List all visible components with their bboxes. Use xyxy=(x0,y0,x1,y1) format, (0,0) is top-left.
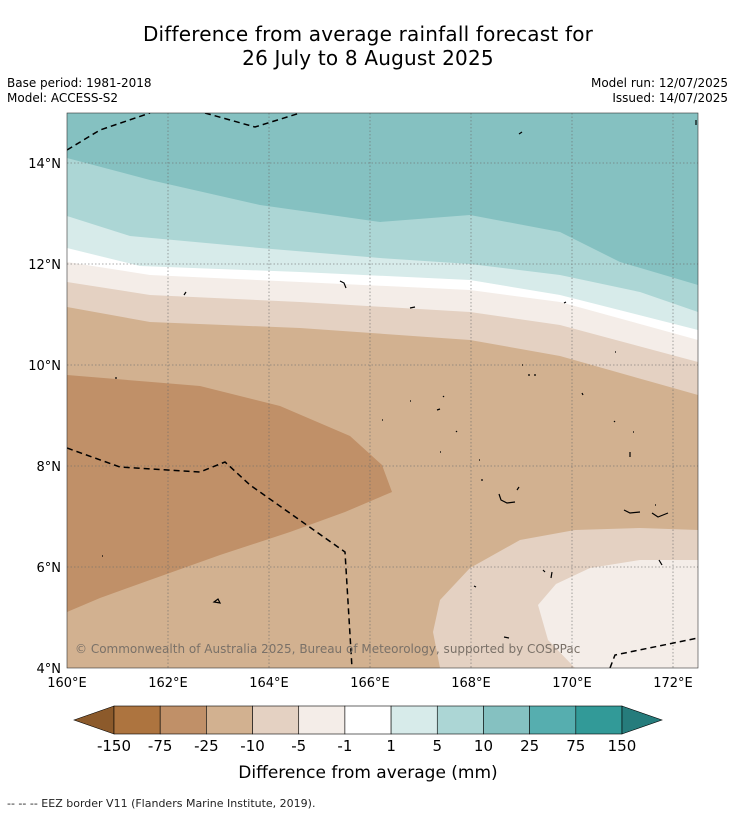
copyright-notice: © Commonwealth of Australia 2025, Bureau… xyxy=(75,642,580,656)
model-run: Model run: 12/07/2025 xyxy=(590,76,728,90)
y-tick-label: 12°N xyxy=(28,258,61,273)
colorbar-segment xyxy=(529,705,577,735)
x-axis-labels: 160°E 162°E 164°E 166°E 168°E 170°E 172°… xyxy=(47,676,693,691)
colorbar-title: Difference from average (mm) xyxy=(238,763,497,783)
title-line-2: 26 July to 8 August 2025 xyxy=(242,46,494,70)
colorbar-label: 150 xyxy=(608,737,637,755)
eez-footnote: -- -- -- EEZ border V11 (Flanders Marine… xyxy=(7,797,316,810)
islands xyxy=(102,120,697,639)
colorbar-left-arrow xyxy=(73,705,115,735)
x-tick-label: 164°E xyxy=(249,676,289,691)
colorbar-label: -5 xyxy=(291,737,306,755)
y-tick-label: 10°N xyxy=(28,359,61,374)
title-line-1: Difference from average rainfall forecas… xyxy=(142,22,594,46)
y-axis-labels: 4°N 6°N 8°N 10°N 12°N 14°N xyxy=(28,157,61,677)
colorbar-label: 1 xyxy=(386,737,396,755)
x-tick-label: 160°E xyxy=(47,676,87,691)
meta-left: Base period: 1981-2018 Model: ACCESS-S2 xyxy=(7,76,152,106)
colorbar-label: 25 xyxy=(520,737,539,755)
colorbar-right-arrow xyxy=(621,705,663,735)
colorbar: -150 -75 -25 -10 -5 -1 1 5 10 25 75 150 Difference … xyxy=(73,705,663,783)
region-brown-25-75 xyxy=(67,375,392,612)
colorbar-segment xyxy=(113,705,161,735)
x-tick-label: 166°E xyxy=(350,676,390,691)
colorbar-label: -25 xyxy=(194,737,219,755)
colorbar-segments xyxy=(113,705,623,735)
colorbar-segment xyxy=(390,705,438,735)
map-title: Difference from average rainfall forecas… xyxy=(0,22,736,70)
colorbar-segment xyxy=(344,705,392,735)
colorbar-segment xyxy=(575,705,623,735)
region-southeast-lightest xyxy=(538,560,698,668)
x-tick-label: 170°E xyxy=(552,676,592,691)
colorbar-segment xyxy=(159,705,207,735)
colorbar-label: -150 xyxy=(97,737,131,755)
base-period: Base period: 1981-2018 xyxy=(7,76,152,90)
colorbar-label: 10 xyxy=(474,737,493,755)
y-tick-label: 14°N xyxy=(28,157,61,172)
colorbar-labels: -150 -75 -25 -10 -5 -1 1 5 10 25 75 150 xyxy=(97,737,636,755)
colorbar-label: -1 xyxy=(337,737,352,755)
x-tick-label: 162°E xyxy=(148,676,188,691)
x-tick-label: 168°E xyxy=(451,676,491,691)
colorbar-segment xyxy=(436,705,484,735)
colorbar-segment xyxy=(298,705,346,735)
colorbar-label: -10 xyxy=(240,737,265,755)
y-tick-label: 4°N xyxy=(37,662,62,677)
y-tick-label: 8°N xyxy=(37,460,62,475)
colorbar-label: 75 xyxy=(566,737,585,755)
issued-date: Issued: 14/07/2025 xyxy=(612,91,728,105)
colorbar-segment xyxy=(252,705,300,735)
map-frame xyxy=(66,112,699,669)
eez-borders xyxy=(67,113,698,668)
colorbar-label: -75 xyxy=(148,737,173,755)
colorbar-segment xyxy=(483,705,530,735)
model-name: Model: ACCESS-S2 xyxy=(7,91,119,105)
colorbar-segment xyxy=(206,705,253,735)
y-tick-label: 6°N xyxy=(37,561,62,576)
x-tick-label: 172°E xyxy=(653,676,693,691)
colorbar-label: 5 xyxy=(432,737,442,755)
meta-right: Model run: 12/07/2025 Issued: 14/07/2025 xyxy=(591,76,728,106)
map-fill-layers xyxy=(67,113,698,668)
gridlines xyxy=(67,113,698,668)
